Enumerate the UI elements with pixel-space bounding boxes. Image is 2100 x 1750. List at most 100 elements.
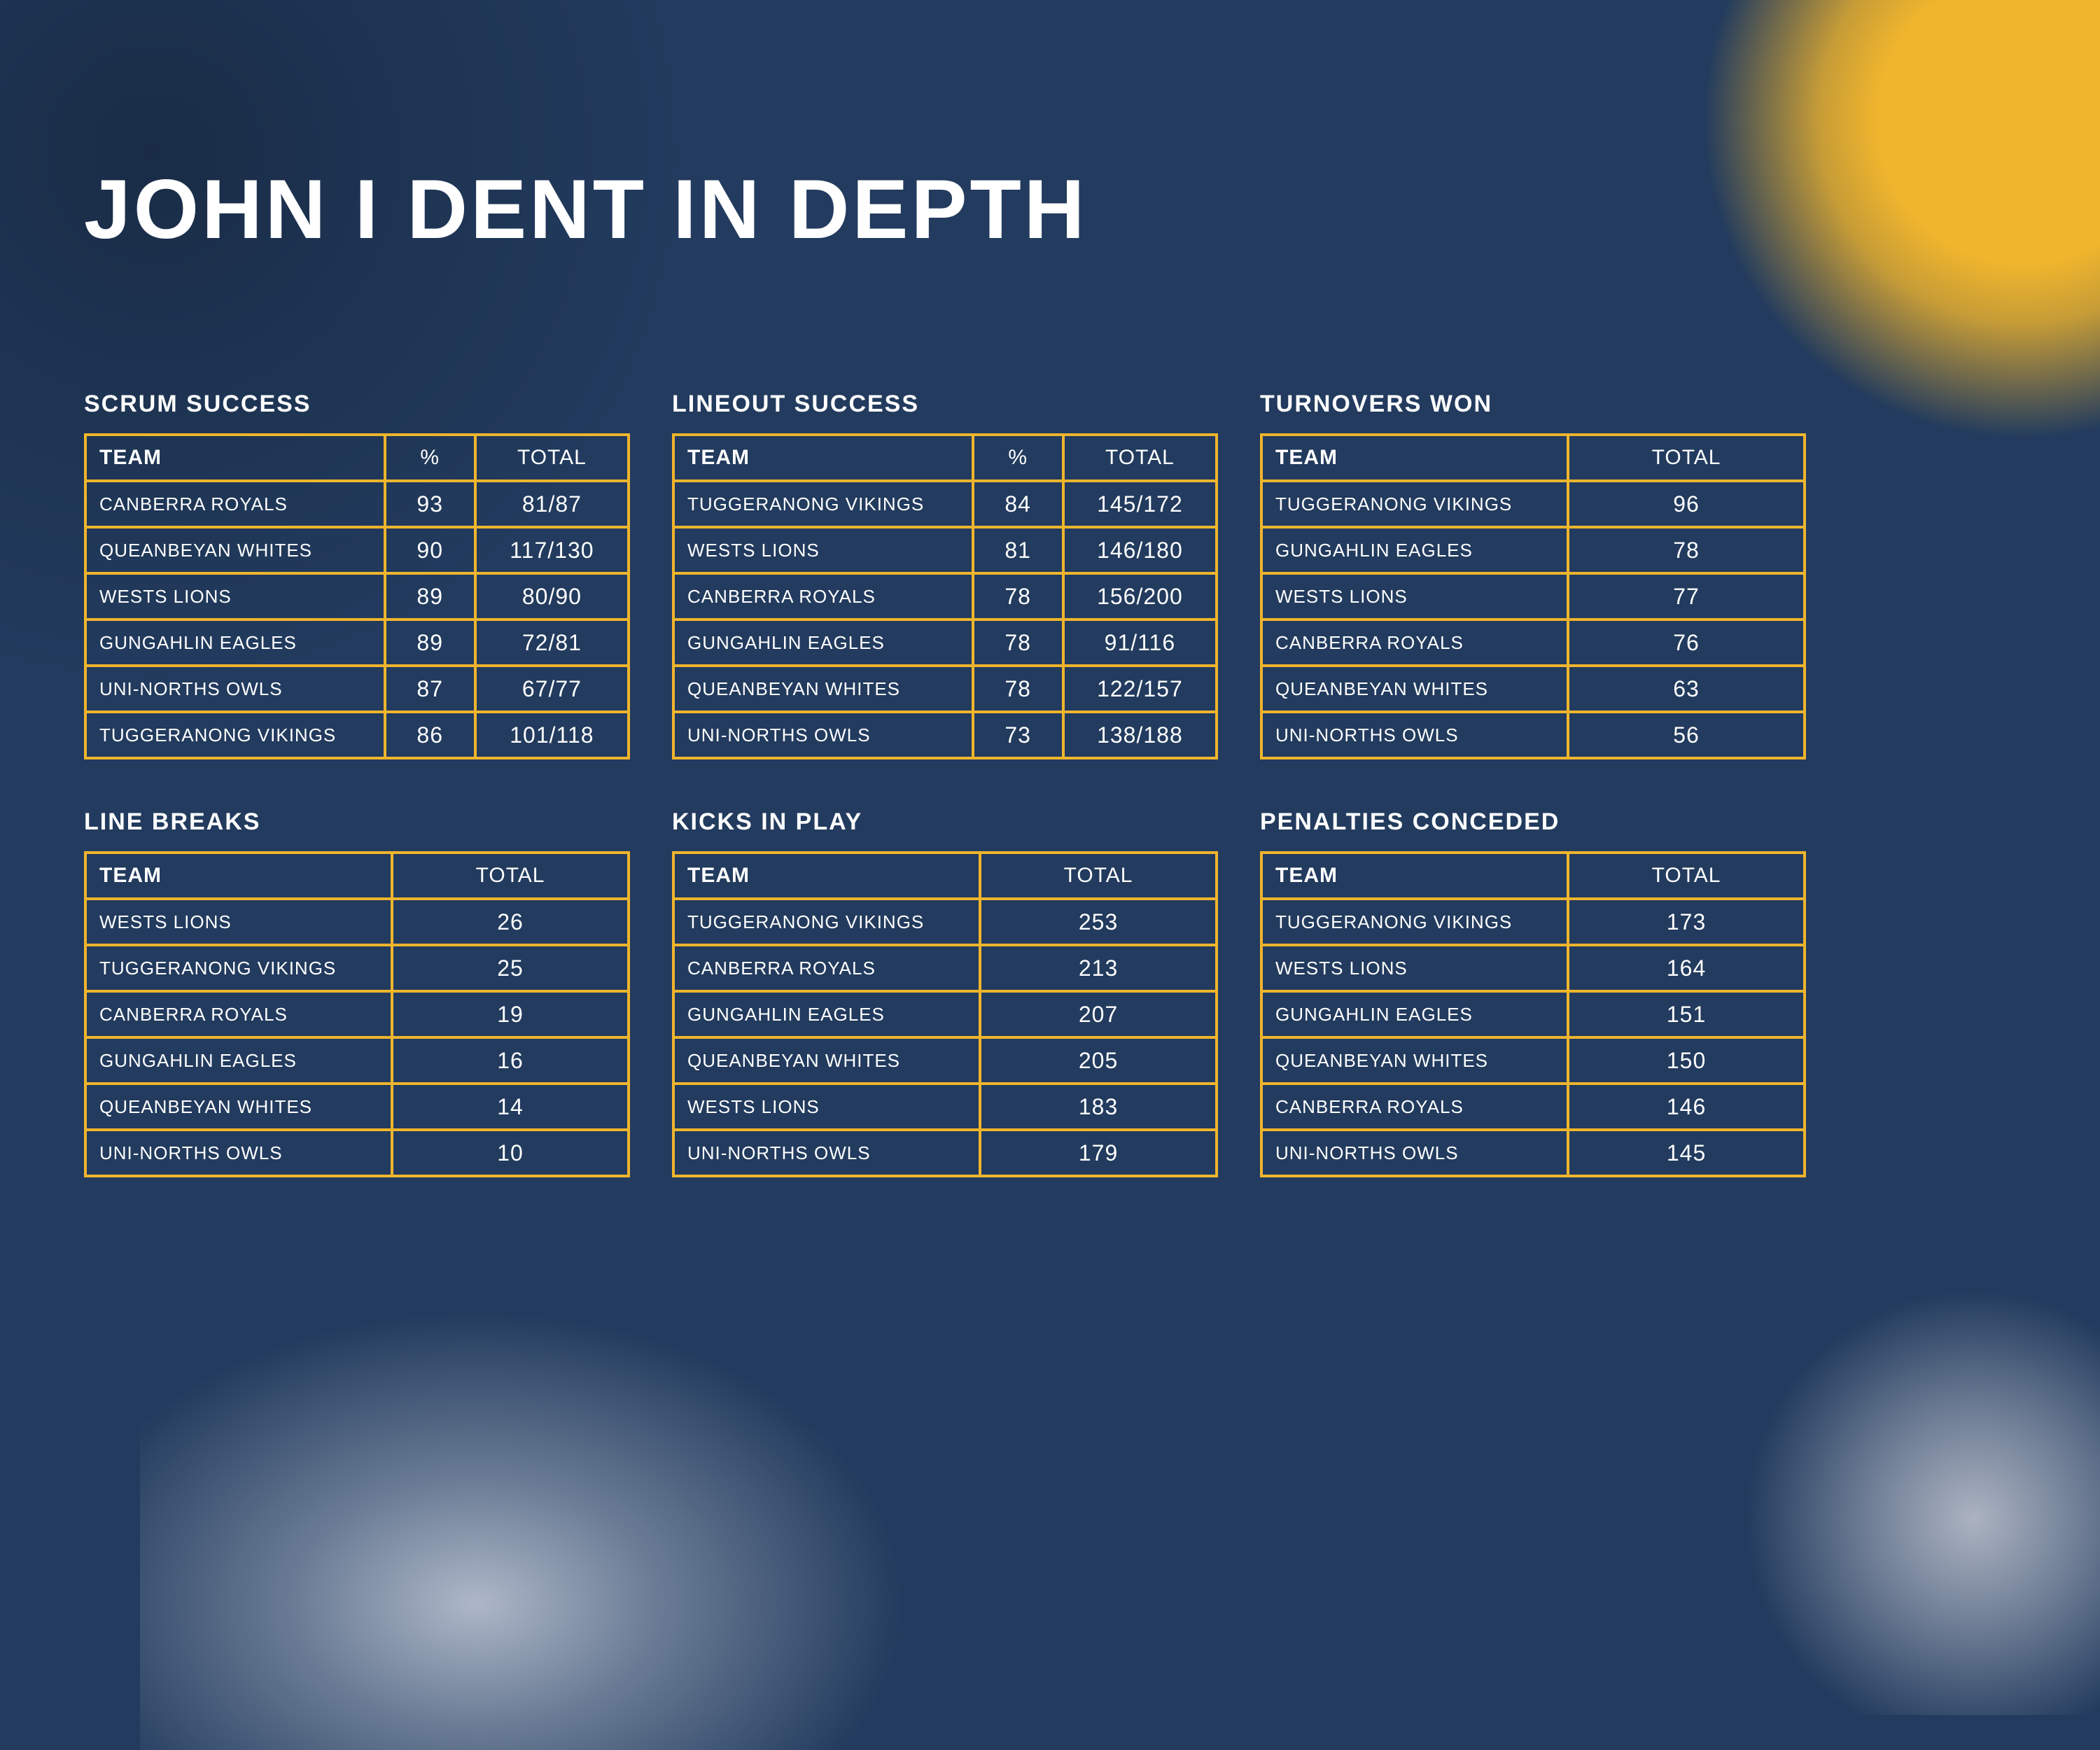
stat-panel: PENALTIES CONCEDED TEAMTOTALTUGGERANONG V… <box>1260 808 1806 1177</box>
stat-table: TEAM%TOTALCANBERRA ROYALS9381/87QUEANBEY… <box>84 433 630 760</box>
value-cell: 25 <box>392 945 629 991</box>
bg-splash-white-bottom-left <box>140 1260 980 1750</box>
team-cell: UNI-NORTHS OWLS <box>85 666 385 712</box>
table-row: UNI-NORTHS OWLS8767/77 <box>85 666 629 712</box>
table-row: UNI-NORTHS OWLS56 <box>1261 712 1805 758</box>
table-header-cell: % <box>385 435 475 481</box>
stat-table: TEAMTOTALTUGGERANONG VIKINGS96GUNGAHLIN … <box>1260 433 1806 760</box>
content-area: JOHN I DENT IN DEPTH SCRUM SUCCESSTEAM%T… <box>0 0 2100 1177</box>
table-header-cell: TEAM <box>1261 435 1568 481</box>
team-cell: WESTS LIONS <box>673 1084 980 1130</box>
team-cell: TUGGERANONG VIKINGS <box>673 899 980 945</box>
value-cell: 138/188 <box>1063 712 1217 758</box>
stat-panel: TURNOVERS WONTEAMTOTALTUGGERANONG VIKING… <box>1260 391 1806 760</box>
value-cell: 56 <box>1568 712 1805 758</box>
table-row: TUGGERANONG VIKINGS86101/118 <box>85 712 629 758</box>
team-cell: CANBERRA ROYALS <box>673 573 973 620</box>
table-row: UNI-NORTHS OWLS73138/188 <box>673 712 1217 758</box>
panel-title: LINE BREAKS <box>84 808 630 836</box>
value-cell: 63 <box>1568 666 1805 712</box>
value-cell: 10 <box>392 1130 629 1176</box>
table-row: UNI-NORTHS OWLS145 <box>1261 1130 1805 1176</box>
table-row: TUGGERANONG VIKINGS173 <box>1261 899 1805 945</box>
team-cell: GUNGAHLIN EAGLES <box>85 1037 392 1084</box>
team-cell: WESTS LIONS <box>1261 573 1568 620</box>
table-header-cell: TEAM <box>673 435 973 481</box>
value-cell: 73 <box>973 712 1063 758</box>
table-row: UNI-NORTHS OWLS179 <box>673 1130 1217 1176</box>
table-row: WESTS LIONS81146/180 <box>673 527 1217 573</box>
team-cell: GUNGAHLIN EAGLES <box>673 620 973 666</box>
table-row: CANBERRA ROYALS9381/87 <box>85 481 629 527</box>
team-cell: CANBERRA ROYALS <box>1261 1084 1568 1130</box>
panel-title: KICKS IN PLAY <box>672 808 1218 836</box>
value-cell: 205 <box>980 1037 1217 1084</box>
team-cell: CANBERRA ROYALS <box>673 945 980 991</box>
team-cell: WESTS LIONS <box>85 899 392 945</box>
table-header-cell: TEAM <box>85 435 385 481</box>
value-cell: 87 <box>385 666 475 712</box>
value-cell: 213 <box>980 945 1217 991</box>
bg-splash-white-bottom-right <box>1680 1225 2100 1715</box>
value-cell: 78 <box>973 666 1063 712</box>
table-row: QUEANBEYAN WHITES150 <box>1261 1037 1805 1084</box>
table-row: WESTS LIONS183 <box>673 1084 1217 1130</box>
value-cell: 78 <box>973 573 1063 620</box>
value-cell: 19 <box>392 991 629 1037</box>
panel-title: LINEOUT SUCCESS <box>672 391 1218 418</box>
table-header-cell: % <box>973 435 1063 481</box>
table-header-cell: TOTAL <box>392 853 629 899</box>
table-row: TUGGERANONG VIKINGS84145/172 <box>673 481 1217 527</box>
table-header-cell: TEAM <box>1261 853 1568 899</box>
table-header-row: TEAMTOTAL <box>1261 853 1805 899</box>
value-cell: 145/172 <box>1063 481 1217 527</box>
value-cell: 253 <box>980 899 1217 945</box>
value-cell: 16 <box>392 1037 629 1084</box>
table-row: QUEANBEYAN WHITES205 <box>673 1037 1217 1084</box>
value-cell: 89 <box>385 620 475 666</box>
team-cell: UNI-NORTHS OWLS <box>673 712 973 758</box>
team-cell: QUEANBEYAN WHITES <box>1261 1037 1568 1084</box>
value-cell: 101/118 <box>475 712 629 758</box>
value-cell: 67/77 <box>475 666 629 712</box>
panel-title: SCRUM SUCCESS <box>84 391 630 418</box>
value-cell: 78 <box>973 620 1063 666</box>
table-row: CANBERRA ROYALS146 <box>1261 1084 1805 1130</box>
value-cell: 173 <box>1568 899 1805 945</box>
value-cell: 86 <box>385 712 475 758</box>
table-header-cell: TEAM <box>673 853 980 899</box>
team-cell: QUEANBEYAN WHITES <box>673 1037 980 1084</box>
team-cell: UNI-NORTHS OWLS <box>85 1130 392 1176</box>
table-row: GUNGAHLIN EAGLES151 <box>1261 991 1805 1037</box>
table-row: TUGGERANONG VIKINGS96 <box>1261 481 1805 527</box>
stat-table: TEAMTOTALWESTS LIONS26TUGGERANONG VIKING… <box>84 851 630 1177</box>
stat-table: TEAMTOTALTUGGERANONG VIKINGS173WESTS LIO… <box>1260 851 1806 1177</box>
team-cell: CANBERRA ROYALS <box>85 481 385 527</box>
team-cell: GUNGAHLIN EAGLES <box>1261 527 1568 573</box>
table-row: CANBERRA ROYALS76 <box>1261 620 1805 666</box>
value-cell: 145 <box>1568 1130 1805 1176</box>
table-header-cell: TOTAL <box>1568 435 1805 481</box>
team-cell: QUEANBEYAN WHITES <box>673 666 973 712</box>
table-row: WESTS LIONS8980/90 <box>85 573 629 620</box>
value-cell: 117/130 <box>475 527 629 573</box>
stat-panel: KICKS IN PLAY TEAMTOTALTUGGERANONG VIKING… <box>672 808 1218 1177</box>
table-row: GUNGAHLIN EAGLES207 <box>673 991 1217 1037</box>
team-cell: CANBERRA ROYALS <box>1261 620 1568 666</box>
value-cell: 156/200 <box>1063 573 1217 620</box>
panel-title: PENALTIES CONCEDED <box>1260 808 1806 836</box>
team-cell: GUNGAHLIN EAGLES <box>1261 991 1568 1037</box>
value-cell: 207 <box>980 991 1217 1037</box>
table-header-cell: TOTAL <box>475 435 629 481</box>
value-cell: 183 <box>980 1084 1217 1130</box>
table-header-row: TEAMTOTAL <box>673 853 1217 899</box>
value-cell: 89 <box>385 573 475 620</box>
table-row: QUEANBEYAN WHITES63 <box>1261 666 1805 712</box>
team-cell: UNI-NORTHS OWLS <box>1261 1130 1568 1176</box>
value-cell: 84 <box>973 481 1063 527</box>
value-cell: 72/81 <box>475 620 629 666</box>
table-row: UNI-NORTHS OWLS10 <box>85 1130 629 1176</box>
value-cell: 81/87 <box>475 481 629 527</box>
value-cell: 90 <box>385 527 475 573</box>
table-header-cell: TOTAL <box>1063 435 1217 481</box>
